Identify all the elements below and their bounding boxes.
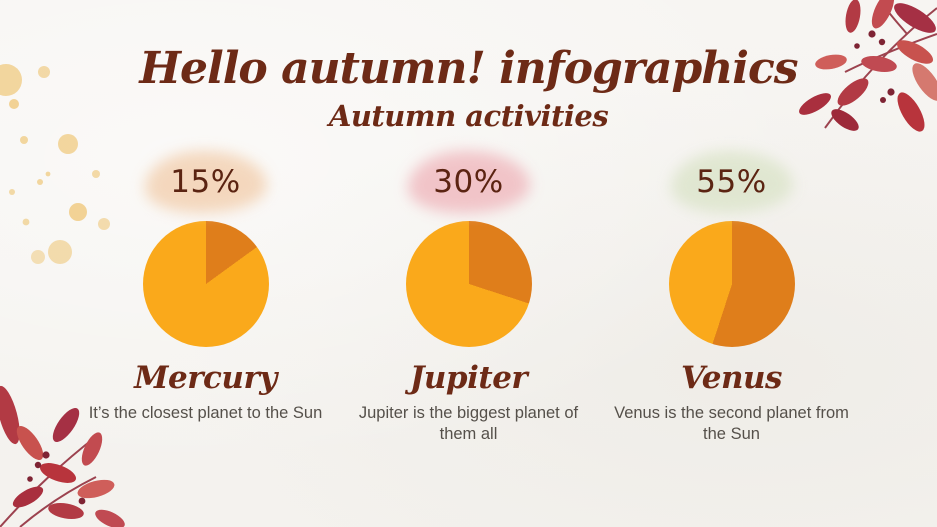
pie-chart-venus: [668, 220, 795, 347]
percent-label-venus: 55%: [696, 163, 767, 200]
column-mercury: 15% Mercury It’s the closest planet to t…: [74, 149, 337, 447]
planet-name-mercury: Mercury: [134, 359, 277, 396]
pie-chart-jupiter: [405, 220, 532, 347]
column-venus: 55% Venus Venus is the second planet fro…: [600, 149, 863, 447]
column-jupiter: 30% Jupiter Jupiter is the biggest plane…: [337, 149, 600, 447]
percent-badge-venus: 55%: [669, 149, 795, 215]
berries: [27, 451, 86, 505]
slide-subtitle: Autumn activities: [328, 98, 609, 133]
slide-title: Hello autumn! infographics: [139, 43, 798, 94]
percent-badge-mercury: 15%: [143, 149, 269, 215]
planet-name-jupiter: Jupiter: [409, 359, 528, 396]
pie-chart-mercury: [142, 220, 269, 347]
planet-name-venus: Venus: [681, 359, 782, 396]
planet-description-venus: Venus is the second planet from the Sun: [614, 403, 849, 444]
infographic-columns: 15% Mercury It’s the closest planet to t…: [74, 149, 863, 447]
percent-label-jupiter: 30%: [433, 163, 504, 200]
slide-header: Hello autumn! infographics Autumn activi…: [0, 0, 937, 133]
planet-description-jupiter: Jupiter is the biggest planet of them al…: [358, 403, 579, 444]
planet-description-mercury: It’s the closest planet to the Sun: [88, 403, 323, 422]
percent-badge-jupiter: 30%: [406, 149, 532, 215]
percent-label-mercury: 15%: [170, 163, 241, 200]
